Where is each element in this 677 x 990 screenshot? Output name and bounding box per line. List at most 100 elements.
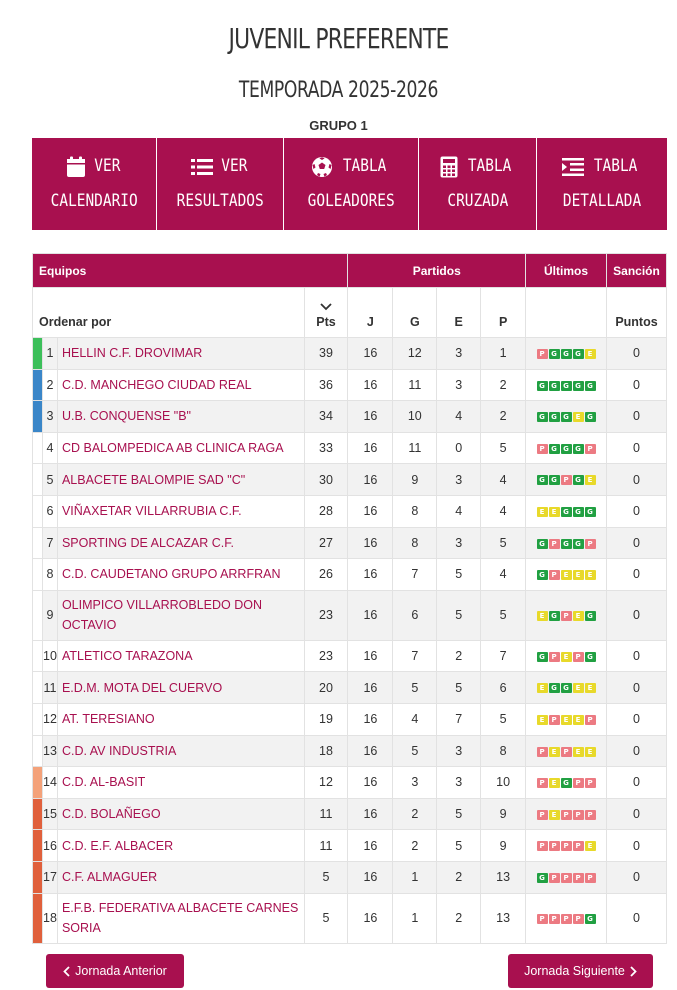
j-column-header[interactable]: J [347, 287, 394, 338]
team-link[interactable]: HELLIN C.F. DROVIMAR [61, 346, 203, 361]
form-badge: P [536, 913, 548, 924]
form-badge: E [548, 778, 560, 789]
won-cell: 7 [392, 558, 438, 591]
table-row[interactable]: 6 VIÑAXETAR VILLARRUBIA C.F. 28 16 8 4 4 E E G G G 0 [32, 494, 668, 528]
team-link[interactable]: SPORTING DE ALCAZAR C.F. [61, 535, 234, 550]
form-badge: E [572, 570, 584, 581]
team-link[interactable]: C.D. AL-BASIT [61, 775, 146, 790]
won-cell: 8 [392, 526, 438, 560]
won-cell: 12 [392, 337, 438, 370]
table-row[interactable]: 11 E.D.M. MOTA DEL CUERVO 20 16 5 5 6 E G G E E 0 [32, 671, 668, 704]
previous-round-button[interactable]: Jornada Anterior [46, 954, 184, 988]
drawn-cell: 3 [436, 368, 482, 402]
team-link[interactable]: OLIMPICO VILLARROBLEDO DON OCTAVIO [61, 598, 263, 633]
team-link[interactable]: AT. TERESIANO [61, 712, 155, 727]
team-cell: E.F.B. FEDERATIVA ALBACETE CARNES SORIA [56, 892, 305, 944]
table-row[interactable]: 7 SPORTING DE ALCAZAR C.F. 27 16 8 3 5 G P G G P 0 [32, 526, 668, 560]
team-cell: E.D.M. MOTA DEL CUERVO [56, 671, 305, 704]
played-cell: 16 [347, 337, 394, 370]
team-link[interactable]: U.B. CONQUENSE "B" [61, 409, 191, 424]
form-badge: E [548, 506, 560, 517]
detailed-table-button[interactable]: TABLA DETALLADA [537, 138, 667, 230]
drawn-cell: 5 [436, 829, 482, 862]
calendar-button[interactable]: VER CALENDARIO [32, 138, 157, 230]
g-column-header[interactable]: G [392, 287, 438, 338]
form-badge: G [560, 349, 572, 359]
table-row[interactable]: 15 C.D. BOLAÑEGO 11 16 2 5 9 P E P P P 0 [32, 797, 668, 831]
drawn-cell: 3 [436, 766, 482, 799]
form-badge: G [548, 475, 560, 486]
pts-column-header[interactable]: Pts [303, 287, 349, 338]
form-badge: G [584, 380, 596, 391]
table-row[interactable]: 13 C.D. AV INDUSTRIA 18 16 5 3 8 P E P E E 0 [32, 734, 668, 768]
sanction-cell: 0 [605, 368, 668, 402]
team-link[interactable]: CD BALOMPEDICA AB CLINICA RAGA [61, 441, 284, 456]
qualification-bar [32, 400, 43, 433]
lost-cell: 2 [480, 400, 527, 433]
table-row[interactable]: 18 E.F.B. FEDERATIVA ALBACETE CARNES SORI… [32, 892, 668, 944]
position-cell: 5 [41, 463, 58, 496]
nav-detailed-line2: DETALLADA [562, 191, 642, 211]
list-icon [190, 158, 213, 175]
team-link[interactable]: C.D. CAUDETANO GRUPO ARRFRAN [61, 567, 281, 582]
chevron-down-icon [320, 303, 332, 311]
table-row[interactable]: 16 C.D. E.F. ALBACER 11 16 2 5 9 P P P P E 0 [32, 829, 668, 862]
table-row[interactable]: 12 AT. TERESIANO 19 16 4 7 5 E P E E P 0 [32, 702, 668, 736]
table-row[interactable]: 1 HELLIN C.F. DROVIMAR 39 16 12 3 1 P G G G E 0 [32, 337, 668, 370]
table-row[interactable]: 17 C.F. ALMAGUER 5 16 1 2 13 G P P P P 0 [32, 860, 668, 894]
next-round-button[interactable]: Jornada Siguiente [508, 954, 653, 988]
team-link[interactable]: C.D. E.F. ALBACER [61, 838, 174, 853]
cross-table-button[interactable]: TABLA CRUZADA [419, 138, 537, 230]
position-cell: 13 [41, 734, 58, 768]
drawn-cell: 5 [436, 797, 482, 831]
pts-cell: 39 [303, 337, 349, 370]
position-cell: 8 [41, 558, 58, 591]
team-link[interactable]: E.F.B. FEDERATIVA ALBACETE CARNES SORIA [61, 901, 299, 935]
form-badge: P [584, 538, 596, 549]
form-badge: P [572, 841, 584, 852]
table-row[interactable]: 8 C.D. CAUDETANO GRUPO ARRFRAN 26 16 7 5 4 G P E E… [32, 558, 668, 591]
table-row[interactable]: 14 C.D. AL-BASIT 12 16 3 3 10 P E G P P 0 [32, 766, 668, 799]
position-cell: 18 [41, 892, 58, 944]
team-link[interactable]: C.F. ALMAGUER [61, 870, 158, 885]
table-row[interactable]: 4 CD BALOMPEDICA AB CLINICA RAGA 33 16 11 0 5 P… [32, 431, 668, 465]
form-badge: G [572, 349, 584, 359]
action-navbar: VER CALENDARIO VER RESULTADOS TABLA GOLE… [32, 138, 667, 230]
team-link[interactable]: C.D. MANCHEGO CIUDAD REAL [61, 377, 252, 392]
qualification-bar [32, 463, 43, 496]
form-badge: G [560, 538, 572, 549]
nav-detailed-line1: TABLA [594, 156, 638, 176]
form-badge: P [584, 872, 596, 883]
team-link[interactable]: ALBACETE BALOMPIE SAD "C" [61, 472, 246, 487]
standings-table: Equipos Partidos Últimos Sanción Ordenar… [31, 253, 668, 944]
lost-cell: 6 [480, 671, 527, 704]
scorers-button[interactable]: TABLA GOLEADORES [284, 138, 419, 230]
form-badge: P [560, 872, 572, 883]
form-badge: P [572, 872, 584, 883]
table-row[interactable]: 2 C.D. MANCHEGO CIUDAD REAL 36 16 11 3 2 G G G G G 0 [32, 368, 668, 402]
p-column-header[interactable]: P [480, 287, 527, 338]
won-cell: 5 [392, 671, 438, 704]
table-row[interactable]: 10 ATLETICO TARAZONA 23 16 7 2 7 G P E P G 0 [32, 639, 668, 673]
team-link[interactable]: C.D. AV INDUSTRIA [61, 743, 177, 758]
e-column-header[interactable]: E [436, 287, 482, 338]
table-row[interactable]: 3 U.B. CONQUENSE "B" 34 16 10 4 2 G G G E G 0 [32, 400, 668, 433]
table-row[interactable]: 9 OLIMPICO VILLARROBLEDO DON OCTAVIO 23 16 6… [32, 589, 668, 641]
form-badge: E [572, 714, 584, 725]
team-link[interactable]: ATLETICO TARAZONA [61, 649, 193, 664]
team-link[interactable]: C.D. BOLAÑEGO [61, 807, 161, 822]
position-cell: 10 [41, 639, 58, 673]
pts-cell: 34 [303, 400, 349, 433]
table-row[interactable]: 5 ALBACETE BALOMPIE SAD "C" 30 16 9 3 4 G G P G E 0 [32, 463, 668, 496]
form-badge: P [584, 443, 596, 454]
results-button[interactable]: VER RESULTADOS [157, 138, 284, 230]
team-link[interactable]: VIÑAXETAR VILLARRUBIA C.F. [61, 504, 242, 519]
lost-cell: 2 [480, 368, 527, 402]
team-link[interactable]: E.D.M. MOTA DEL CUERVO [61, 680, 223, 695]
form-badge: G [560, 506, 572, 517]
